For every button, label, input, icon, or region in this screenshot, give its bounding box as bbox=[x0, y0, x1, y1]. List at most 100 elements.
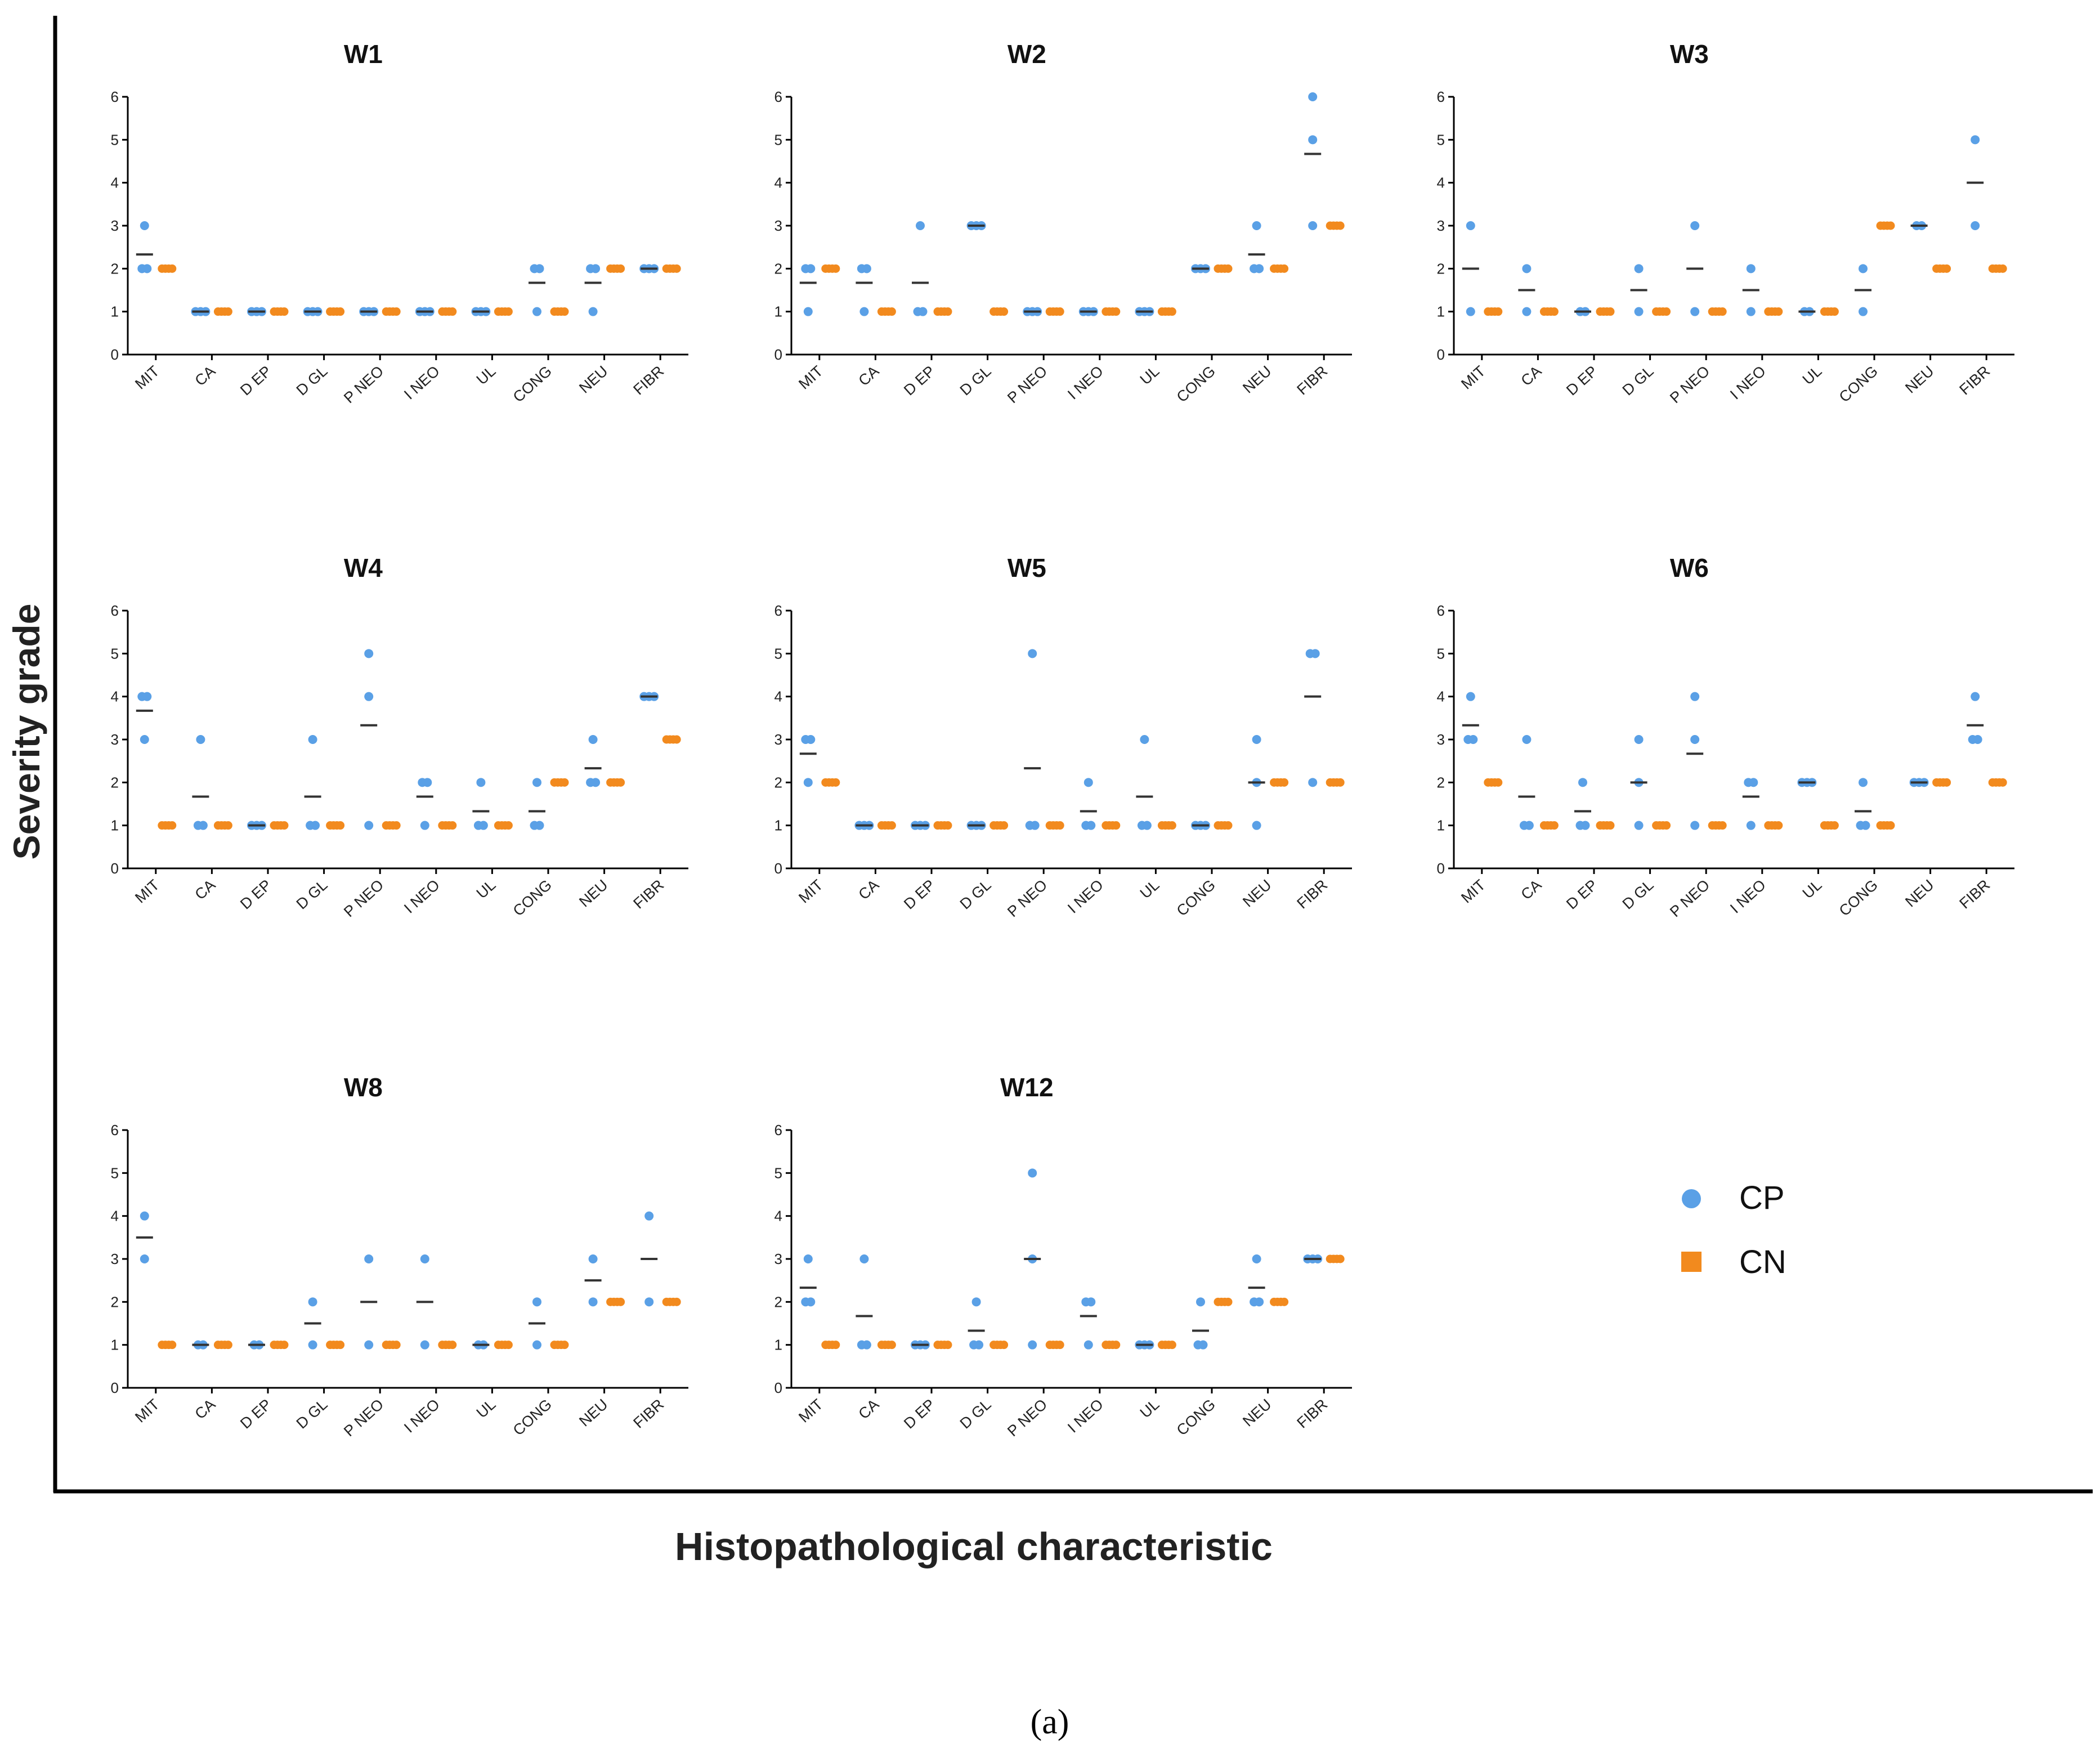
cp-point bbox=[308, 1297, 317, 1307]
cp-point bbox=[1255, 264, 1264, 274]
cp-point bbox=[588, 735, 598, 744]
cp-point bbox=[478, 821, 488, 830]
x-tick-label: I NEO bbox=[1727, 876, 1769, 916]
cp-point bbox=[532, 307, 541, 316]
y-tick-label: 6 bbox=[111, 88, 119, 105]
legend-cn-marker bbox=[1681, 1252, 1702, 1272]
x-tick-label: D GL bbox=[957, 1396, 995, 1432]
x-tick-label: D GL bbox=[293, 876, 331, 912]
x-tick-label: NEU bbox=[1239, 1396, 1274, 1429]
cn-point bbox=[1942, 264, 1951, 273]
cp-point bbox=[1140, 735, 1149, 744]
cn-point bbox=[504, 307, 513, 316]
cn-point bbox=[887, 821, 896, 830]
cn-point bbox=[1000, 821, 1009, 830]
y-tick-label: 6 bbox=[774, 1122, 782, 1139]
cp-point bbox=[420, 1254, 429, 1263]
cp-point bbox=[1859, 264, 1868, 274]
x-tick-label: UL bbox=[1799, 876, 1825, 902]
y-tick-label: 4 bbox=[111, 174, 119, 191]
y-tick-label: 6 bbox=[774, 602, 782, 619]
cp-point bbox=[862, 1340, 871, 1350]
cn-point bbox=[168, 264, 177, 273]
cn-point bbox=[1886, 821, 1895, 830]
x-tick-label: UL bbox=[473, 876, 499, 902]
cn-point bbox=[560, 307, 569, 316]
cn-point bbox=[1224, 264, 1233, 273]
cp-point bbox=[806, 264, 816, 274]
cp-point bbox=[532, 1340, 541, 1350]
cp-point bbox=[140, 1254, 149, 1263]
y-tick-label: 3 bbox=[774, 1251, 782, 1267]
x-tick-label: FIBR bbox=[1293, 1396, 1331, 1431]
cp-point bbox=[1252, 221, 1261, 230]
cp-point bbox=[1580, 821, 1590, 830]
x-tick-label: D EP bbox=[237, 1396, 275, 1432]
x-tick-label: CA bbox=[191, 362, 218, 389]
panel-title: W2 bbox=[1008, 39, 1046, 69]
x-tick-label: D EP bbox=[901, 362, 938, 398]
y-tick-label: 4 bbox=[1437, 174, 1445, 191]
y-tick-label: 4 bbox=[774, 688, 782, 705]
cp-point bbox=[1028, 1168, 1037, 1178]
x-tick-label: D EP bbox=[237, 876, 275, 912]
x-tick-label: MIT bbox=[795, 1396, 826, 1426]
cp-point bbox=[1524, 821, 1534, 830]
legend: CP CN bbox=[1681, 1180, 1786, 1280]
y-tick-label: 0 bbox=[111, 346, 119, 363]
y-tick-label: 3 bbox=[774, 217, 782, 234]
x-tick-label: P NEO bbox=[1004, 1396, 1050, 1440]
x-tick-label: CA bbox=[191, 876, 218, 903]
cp-point bbox=[1198, 1340, 1208, 1350]
x-tick-label: UL bbox=[1137, 362, 1163, 388]
cn-point bbox=[223, 821, 232, 830]
cn-point bbox=[1280, 778, 1289, 787]
cn-point bbox=[672, 735, 681, 744]
x-tick-label: CONG bbox=[510, 362, 555, 405]
cp-point bbox=[591, 264, 601, 274]
x-tick-label: FIBR bbox=[630, 1396, 667, 1431]
x-tick-label: NEU bbox=[576, 1396, 611, 1429]
cp-point bbox=[971, 1297, 981, 1307]
cp-point bbox=[1634, 307, 1644, 316]
y-tick-label: 1 bbox=[111, 817, 119, 834]
x-tick-label: CONG bbox=[510, 1396, 555, 1438]
cp-point bbox=[1196, 1297, 1205, 1307]
cp-point bbox=[196, 735, 205, 744]
cp-point bbox=[1971, 692, 1980, 701]
cp-point bbox=[1690, 735, 1700, 744]
cp-point bbox=[420, 821, 429, 830]
cp-point bbox=[1634, 264, 1644, 274]
cn-point bbox=[336, 821, 345, 830]
cp-point bbox=[1028, 1340, 1037, 1350]
cn-point bbox=[223, 307, 232, 316]
cp-point bbox=[532, 1297, 541, 1307]
cp-point bbox=[1690, 821, 1700, 830]
cn-point bbox=[448, 1341, 457, 1350]
y-tick-label: 1 bbox=[774, 817, 782, 834]
cn-point bbox=[1055, 1341, 1064, 1350]
panel-title: W5 bbox=[1008, 553, 1046, 582]
y-tick-label: 4 bbox=[774, 174, 782, 191]
y-tick-label: 5 bbox=[111, 131, 119, 148]
x-tick-label: MIT bbox=[132, 876, 163, 906]
cp-point bbox=[140, 221, 149, 230]
cn-point bbox=[560, 778, 569, 787]
panel-w12: W12 0 1 2 3 4 5 6 MIT CA D EP D GL P NEO I NEO UL CONG N… bbox=[774, 1073, 1352, 1440]
cn-point bbox=[1224, 821, 1233, 830]
y-tick-label: 5 bbox=[774, 645, 782, 662]
panel-w4: W4 0 1 2 3 4 5 6 MIT CA D EP D GL P NEO I NEO UL CONG NE… bbox=[111, 553, 688, 920]
cp-point bbox=[1308, 92, 1318, 101]
x-tick-label: I NEO bbox=[401, 876, 443, 916]
cn-point bbox=[1336, 221, 1345, 230]
cn-point bbox=[1167, 1341, 1176, 1350]
cn-point bbox=[1494, 778, 1503, 787]
cp-point bbox=[142, 264, 152, 274]
y-tick-label: 5 bbox=[111, 645, 119, 662]
cp-point bbox=[1634, 821, 1644, 830]
panel-title: W1 bbox=[344, 39, 383, 69]
cp-point bbox=[1083, 1340, 1093, 1350]
cn-point bbox=[1000, 1341, 1009, 1350]
cp-point bbox=[803, 1254, 813, 1263]
cn-point bbox=[1167, 307, 1176, 316]
